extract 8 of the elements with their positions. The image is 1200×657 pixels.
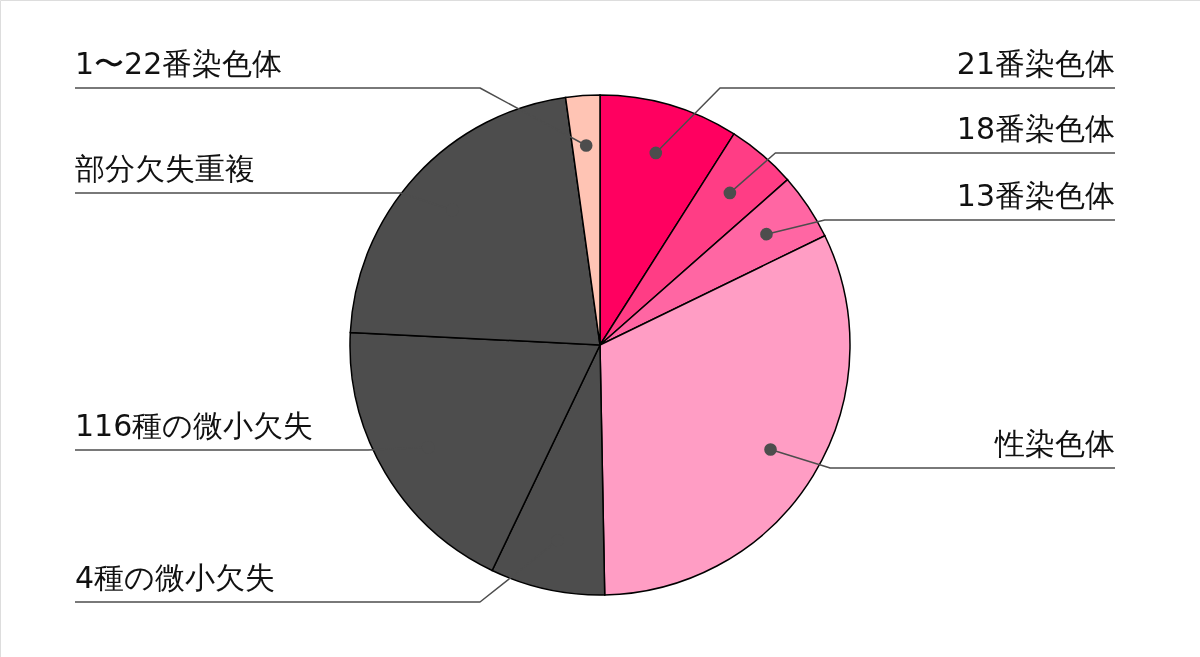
slice-label: 4種の微小欠失 (75, 560, 276, 595)
slice-label: 18番染色体 (956, 111, 1115, 146)
slice-label: 13番染色体 (956, 178, 1115, 213)
slice-label: 116種の微小欠失 (75, 408, 314, 443)
slice-label: 性染色体 (994, 426, 1115, 461)
slice-label: 部分欠失重複 (75, 151, 255, 186)
slice-label: 1〜22番染色体 (75, 46, 283, 81)
slice-label: 21番染色体 (956, 46, 1115, 81)
